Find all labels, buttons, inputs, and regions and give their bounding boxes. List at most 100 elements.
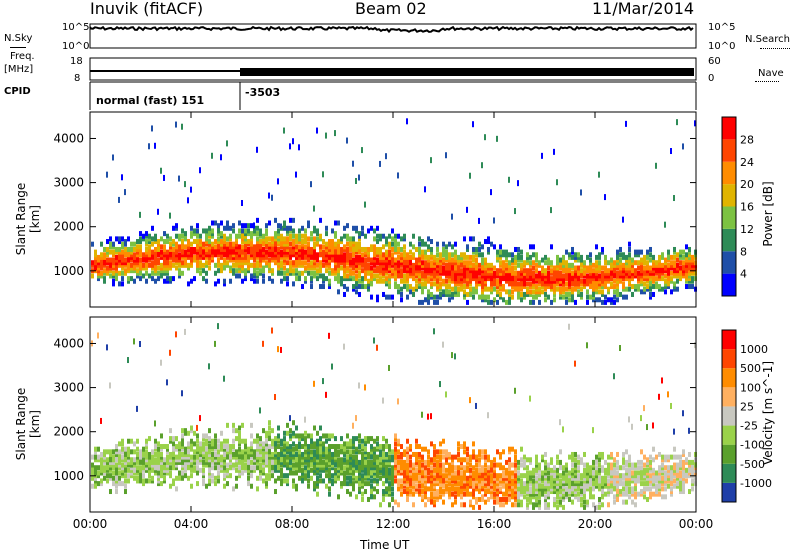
- range-cell: [421, 489, 424, 495]
- range-cell: [430, 486, 433, 492]
- range-cell: [166, 457, 169, 463]
- range-cell: [679, 268, 682, 274]
- range-cell: [475, 262, 478, 268]
- range-cell: [334, 470, 337, 476]
- range-cell: [271, 244, 274, 250]
- range-cell: [142, 478, 145, 484]
- range-cell: [271, 241, 274, 247]
- range-cell: [367, 475, 370, 481]
- range-cell: [109, 260, 112, 266]
- range-cell: [340, 483, 343, 489]
- range-cell: [187, 197, 189, 204]
- range-cell: [199, 449, 202, 455]
- range-cell: [616, 289, 619, 295]
- range-cell: [160, 268, 163, 274]
- range-cell: [544, 451, 547, 457]
- range-cell: [103, 449, 106, 455]
- range-cell: [145, 462, 148, 468]
- range-cell: [583, 478, 586, 484]
- range-cell: [271, 454, 274, 460]
- range-cell: [442, 454, 445, 460]
- range-cell: [169, 465, 172, 471]
- range-cell: [133, 246, 136, 252]
- range-cell: [352, 244, 355, 250]
- range-cell: [682, 260, 685, 266]
- range-cell: [514, 483, 517, 489]
- range-cell: [115, 478, 118, 484]
- range-cell: [358, 433, 361, 439]
- range-cell: [358, 174, 360, 181]
- range-cell: [457, 289, 460, 295]
- range-cell: [376, 294, 379, 300]
- range-cell: [430, 262, 433, 268]
- range-cell: [349, 236, 352, 242]
- range-cell: [553, 276, 556, 282]
- range-cell: [133, 257, 136, 263]
- range-cell: [517, 246, 520, 252]
- range-cell: [181, 470, 184, 476]
- range-cell: [439, 252, 442, 258]
- range-cell: [427, 270, 430, 276]
- range-cell: [217, 323, 219, 330]
- range-cell: [598, 289, 601, 295]
- range-cell: [400, 246, 403, 252]
- range-cell: [430, 246, 433, 252]
- range-cell: [646, 276, 649, 282]
- range-cell: [127, 457, 130, 463]
- range-cell: [514, 246, 517, 252]
- range-cell: [571, 462, 574, 468]
- range-cell: [577, 268, 580, 274]
- range-cell: [166, 465, 169, 471]
- range-cell: [328, 491, 331, 497]
- range-cell: [445, 278, 448, 284]
- range-cell: [592, 294, 595, 300]
- range-cell: [400, 268, 403, 274]
- range-cell: [316, 465, 319, 471]
- range-cell: [475, 246, 478, 252]
- range-cell: [94, 470, 97, 476]
- range-cell: [289, 415, 291, 422]
- range-cell: [385, 270, 388, 276]
- range-cell: [556, 281, 559, 287]
- range-cell: [562, 254, 565, 260]
- range-cell: [202, 228, 205, 234]
- nave-label: Nave: [758, 68, 784, 79]
- range-cell: [109, 241, 112, 247]
- range-cell: [340, 249, 343, 255]
- range-cell: [511, 289, 514, 295]
- range-cell: [664, 281, 667, 287]
- range-cell: [574, 494, 577, 500]
- range-cell: [223, 244, 226, 250]
- range-cell: [268, 454, 271, 460]
- range-cell: [163, 244, 166, 250]
- range-cell: [157, 270, 160, 276]
- range-cell: [631, 291, 634, 297]
- range-cell: [436, 459, 439, 465]
- range-cell: [478, 467, 481, 473]
- range-cell: [406, 470, 409, 476]
- range-cell: [466, 299, 469, 305]
- range-cell: [253, 467, 256, 473]
- range-cell: [436, 246, 439, 252]
- range-cell: [466, 291, 469, 297]
- range-cell: [637, 286, 640, 292]
- range-cell: [526, 465, 529, 471]
- range-cell: [397, 465, 400, 471]
- range-cell: [181, 239, 184, 245]
- range-cell: [532, 265, 535, 271]
- range-cell: [274, 246, 277, 252]
- range-cell: [103, 451, 106, 457]
- range-cell: [367, 257, 370, 263]
- range-cell: [208, 454, 211, 460]
- range-cell: [265, 446, 268, 452]
- range-cell: [205, 459, 208, 465]
- range-cell: [190, 438, 193, 444]
- range-cell: [586, 265, 589, 271]
- range-cell: [532, 278, 535, 284]
- range-cell: [160, 236, 163, 242]
- range-cell: [121, 481, 124, 487]
- range-cell: [346, 441, 349, 447]
- range-cell: [484, 273, 487, 279]
- range-cell: [604, 270, 607, 276]
- range-cell: [385, 252, 388, 258]
